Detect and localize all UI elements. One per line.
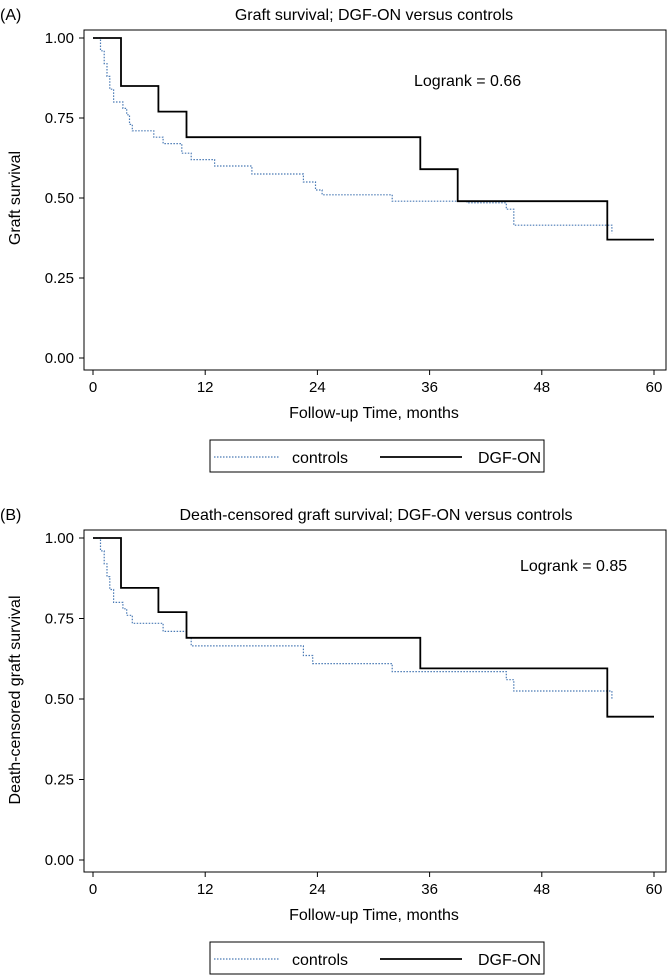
panel-a-logrank-annotation: Logrank = 0.66 <box>414 73 521 90</box>
panel-a-y-tick-label: 0.75 <box>45 110 74 127</box>
panel-a-x-tick-label: 0 <box>89 379 97 396</box>
panel-b: (B) Death-censored graft survival; DGF-O… <box>0 507 667 975</box>
panel-a-y-tick-label: 1.00 <box>45 30 74 47</box>
panel-b-x-tick-label: 24 <box>309 881 326 898</box>
panel-a-x-tick-label: 60 <box>646 379 663 396</box>
panel-b-x-tick-label: 12 <box>197 881 214 898</box>
panel-a: (A) Graft survival; DGF-ON versus contro… <box>0 7 667 473</box>
panel-b-series-controls-line <box>93 537 613 699</box>
panel-b-y-axis-title: Death-censored graft survival <box>7 596 24 805</box>
panel-b-title: Death-censored graft survival; DGF-ON ve… <box>179 507 572 524</box>
panel-b-legend: controls DGF-ON <box>209 941 545 975</box>
panel-a-plot-frame <box>83 29 667 371</box>
panel-a-series-controls-line <box>93 37 613 234</box>
panel-b-y-tick-label: 0.00 <box>45 852 74 869</box>
panel-b-legend-box <box>209 941 545 975</box>
panel-b-x-axis-title: Follow-up Time, months <box>289 907 459 924</box>
panel-a-legend: controls DGF-ON <box>209 439 545 473</box>
panel-a-plot-area: 0.00 0.25 0.50 0.75 1.00 0 12 24 36 48 60 <box>45 29 667 396</box>
panel-b-plot-frame <box>83 529 667 873</box>
panel-a-label: (A) <box>0 7 21 24</box>
panel-a-x-axis-title: Follow-up Time, months <box>289 405 459 422</box>
panel-a-y-tick-label: 0.25 <box>45 270 74 287</box>
panel-a-x-tick-label: 24 <box>309 379 326 396</box>
panel-a-y-axis-title: Graft survival <box>7 151 24 245</box>
panel-b-legend-controls-label: controls <box>292 952 348 969</box>
panel-a-x-tick-label: 36 <box>421 379 438 396</box>
panel-a-series-dgf-on-line <box>93 37 654 241</box>
panel-b-x-tick-label: 48 <box>533 881 550 898</box>
panel-a-y-tick-label: 0.50 <box>45 190 74 207</box>
panel-b-y-tick-label: 0.25 <box>45 772 74 789</box>
panel-b-x-tick-label: 0 <box>89 881 97 898</box>
panel-b-y-tick-label: 0.50 <box>45 691 74 708</box>
panel-b-x-tick-label: 36 <box>421 881 438 898</box>
panel-b-x-tick-label: 60 <box>646 881 663 898</box>
panel-b-series-dgf-on-line <box>93 537 654 718</box>
panel-b-logrank-annotation: Logrank = 0.85 <box>520 558 627 575</box>
panel-a-y-tick-label: 0.00 <box>45 350 74 367</box>
panel-b-y-tick-label: 1.00 <box>45 530 74 547</box>
panel-b-plot-area: 0.00 0.25 0.50 0.75 1.00 0 12 24 36 48 60 <box>45 529 667 898</box>
panel-a-legend-controls-label: controls <box>292 450 348 467</box>
panel-a-legend-box <box>209 439 545 473</box>
panel-b-legend-dgf-label: DGF-ON <box>478 952 541 969</box>
panel-a-x-tick-label: 12 <box>197 379 214 396</box>
panel-a-legend-dgf-label: DGF-ON <box>478 450 541 467</box>
panel-b-label: (B) <box>0 507 21 524</box>
panel-b-y-tick-label: 0.75 <box>45 611 74 628</box>
panel-a-x-tick-label: 48 <box>533 379 550 396</box>
panel-a-title: Graft survival; DGF-ON versus controls <box>235 7 513 24</box>
